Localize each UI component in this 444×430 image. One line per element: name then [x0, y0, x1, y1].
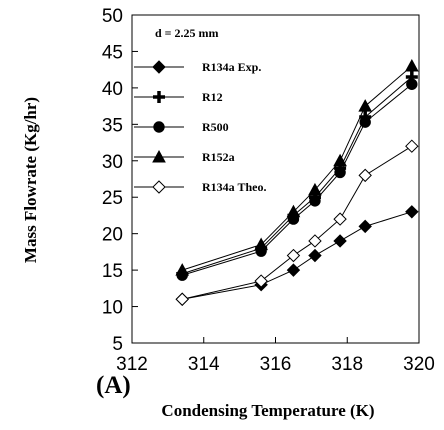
- data-point: [308, 234, 322, 248]
- x-tick-label: 314: [188, 354, 220, 375]
- legend-item: R500: [134, 120, 229, 134]
- data-point: [406, 78, 418, 90]
- data-point: [286, 204, 301, 218]
- legend-item: R134a Theo.: [134, 180, 266, 194]
- series-layer: [175, 58, 419, 306]
- data-point: [254, 274, 268, 288]
- data-point: [359, 116, 371, 128]
- x-tick-label: 320: [403, 354, 435, 375]
- data-point: [175, 292, 189, 306]
- data-point: [334, 166, 346, 179]
- legend-marker: [153, 121, 165, 133]
- data-point: [333, 153, 347, 167]
- x-tick-label: 316: [260, 354, 292, 375]
- y-tick-label: 25: [102, 188, 123, 209]
- legend-item: R134a Exp.: [134, 60, 261, 74]
- y-tick-label: 10: [102, 298, 123, 319]
- data-point: [358, 168, 372, 183]
- data-point: [286, 263, 301, 277]
- plot-frame: [131, 14, 420, 344]
- x-tick-label: 312: [116, 354, 148, 375]
- series-r152a: [175, 58, 419, 276]
- axes: [131, 14, 420, 344]
- y-tick-label: 35: [102, 115, 123, 136]
- data-point: [333, 212, 347, 226]
- x-axis-label: Condensing Temperature (K): [161, 401, 374, 420]
- legend-label: R134a Theo.: [202, 180, 266, 194]
- data-point: [175, 263, 190, 276]
- y-tick-label: 30: [102, 152, 123, 173]
- y-axis-label: Mass Flowrate (Kg/hr): [21, 97, 40, 263]
- series-line: [182, 76, 413, 275]
- legend-marker: [152, 149, 166, 163]
- y-tick-label: 15: [102, 261, 123, 282]
- legend-marker: [153, 91, 165, 103]
- legend-marker: [152, 60, 166, 74]
- series-r134a-theo-: [175, 139, 419, 306]
- legend-label: R152a: [202, 150, 235, 164]
- data-point: [405, 139, 419, 153]
- data-point: [308, 248, 322, 263]
- legend-label: R134a Exp.: [202, 60, 261, 74]
- y-tick-label: 5: [112, 334, 123, 355]
- data-point: [358, 99, 373, 112]
- legend-label: R500: [202, 120, 229, 134]
- legend-item: R12: [134, 90, 223, 104]
- annotation-diameter: d = 2.25 mm: [155, 26, 219, 40]
- data-point: [405, 205, 419, 219]
- legend-marker: [152, 180, 166, 194]
- y-tick-label: 20: [102, 225, 123, 246]
- data-point: [358, 219, 372, 234]
- x-tick-label: 318: [331, 354, 363, 375]
- legend-label: R12: [202, 90, 223, 104]
- data-point: [333, 234, 347, 248]
- y-tick-label: 50: [102, 6, 123, 27]
- data-point: [254, 237, 268, 251]
- panel-label: (A): [96, 372, 131, 399]
- data-point: [308, 182, 322, 196]
- data-point: [309, 195, 321, 207]
- legend: R134a Exp. R12 R500 R152a R134a Theo.: [134, 60, 266, 194]
- y-tick-label: 45: [102, 42, 123, 63]
- y-tick-label: 40: [102, 79, 123, 100]
- ticks: 5 10 15 20 25 30 35 40 45 50 312 314 316 318 320: [102, 6, 435, 375]
- data-point: [286, 248, 301, 263]
- data-point: [404, 58, 419, 72]
- legend-item: R152a: [134, 149, 235, 164]
